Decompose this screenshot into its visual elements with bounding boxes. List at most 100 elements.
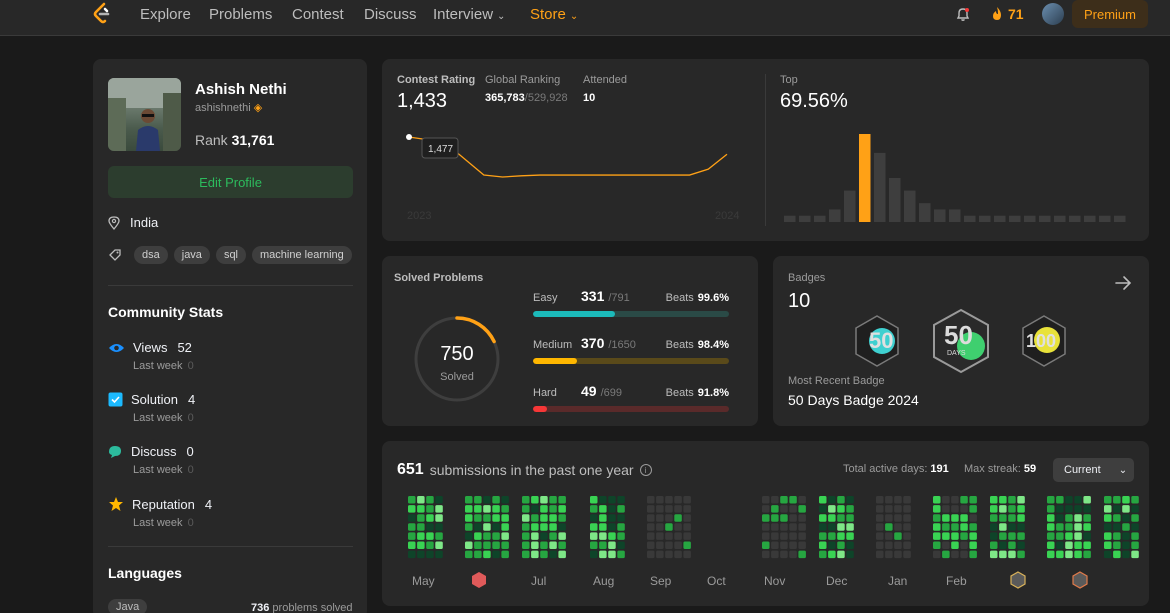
heatmap-cell[interactable]: [1056, 514, 1064, 522]
heatmap-cell[interactable]: [501, 523, 509, 531]
heatmap-cell[interactable]: [522, 532, 530, 540]
heatmap-cell[interactable]: [819, 514, 827, 522]
heatmap-cell[interactable]: [1104, 523, 1112, 531]
heatmap-cell[interactable]: [933, 541, 941, 550]
heatmap-cell[interactable]: [590, 496, 598, 504]
histogram-bar[interactable]: [1024, 215, 1036, 222]
histogram-bar[interactable]: [784, 215, 796, 222]
heatmap-cell[interactable]: [969, 523, 977, 531]
heatmap-cell[interactable]: [683, 541, 691, 550]
heatmap-cell[interactable]: [590, 541, 598, 550]
heatmap-cell[interactable]: [549, 496, 557, 504]
heatmap-cell[interactable]: [876, 541, 884, 550]
heatmap-cell[interactable]: [522, 523, 530, 531]
heatmap-cell[interactable]: [1017, 532, 1025, 540]
heatmap-cell[interactable]: [1056, 505, 1064, 513]
heatmap-cell[interactable]: [798, 541, 806, 550]
heatmap-cell[interactable]: [969, 496, 977, 504]
heatmap-cell[interactable]: [426, 541, 434, 550]
histogram-bar[interactable]: [919, 203, 931, 222]
heatmap-cell[interactable]: [608, 532, 616, 540]
heatmap-cell[interactable]: [665, 514, 673, 522]
heatmap-cell[interactable]: [876, 514, 884, 522]
heatmap-cell[interactable]: [789, 523, 797, 531]
heatmap-cell[interactable]: [1017, 523, 1025, 531]
heatmap-cell[interactable]: [798, 496, 806, 504]
heatmap-cell[interactable]: [465, 496, 473, 504]
heatmap-cell[interactable]: [942, 523, 950, 531]
heatmap-cell[interactable]: [837, 496, 845, 504]
heatmap-cell[interactable]: [483, 541, 491, 550]
histogram-bar[interactable]: [1009, 215, 1021, 222]
heatmap-cell[interactable]: [1104, 532, 1112, 540]
histogram-bar[interactable]: [979, 215, 991, 222]
heatmap-cell[interactable]: [999, 550, 1007, 559]
heatmap-cell[interactable]: [531, 550, 539, 559]
heatmap-cell[interactable]: [960, 505, 968, 513]
heatmap-cell[interactable]: [674, 541, 682, 550]
heatmap-cell[interactable]: [894, 505, 902, 513]
heatmap-cell[interactable]: [1074, 541, 1082, 550]
heatmap-cell[interactable]: [1047, 523, 1055, 531]
heatmap-cell[interactable]: [599, 505, 607, 513]
heatmap-cell[interactable]: [1008, 550, 1016, 559]
heatmap-cell[interactable]: [990, 505, 998, 513]
heatmap-cell[interactable]: [846, 523, 854, 531]
heatmap-cell[interactable]: [819, 532, 827, 540]
heatmap-cell[interactable]: [558, 541, 566, 550]
heatmap-cell[interactable]: [1131, 532, 1139, 540]
heatmap-cell[interactable]: [683, 550, 691, 559]
rating-point[interactable]: [406, 134, 412, 140]
heatmap-cell[interactable]: [837, 550, 845, 559]
heatmap-cell[interactable]: [465, 532, 473, 540]
heatmap-cell[interactable]: [483, 532, 491, 540]
nav-contest[interactable]: Contest: [292, 6, 344, 23]
heatmap-cell[interactable]: [903, 514, 911, 522]
heatmap-cell[interactable]: [474, 550, 482, 559]
histogram-bar[interactable]: [829, 209, 841, 222]
heatmap-cell[interactable]: [1122, 505, 1130, 513]
heatmap-cell[interactable]: [1083, 532, 1091, 540]
heatmap-cell[interactable]: [969, 541, 977, 550]
heatmap-cell[interactable]: [1122, 523, 1130, 531]
heatmap-cell[interactable]: [617, 523, 625, 531]
heatmap-cell[interactable]: [1113, 514, 1121, 522]
heatmap-cell[interactable]: [549, 532, 557, 540]
heatmap-cell[interactable]: [674, 523, 682, 531]
rating-line-chart[interactable]: 1,477 2023 2024: [397, 129, 742, 224]
badge-marker-icon[interactable]: [1071, 571, 1089, 589]
heatmap-cell[interactable]: [828, 523, 836, 531]
histogram-bar[interactable]: [874, 152, 886, 222]
heatmap-cell[interactable]: [1065, 514, 1073, 522]
heatmap-cell[interactable]: [819, 496, 827, 504]
heatmap-cell[interactable]: [417, 532, 425, 540]
heatmap-cell[interactable]: [531, 505, 539, 513]
heatmap-cell[interactable]: [1047, 505, 1055, 513]
heatmap-cell[interactable]: [894, 550, 902, 559]
heatmap-cell[interactable]: [819, 523, 827, 531]
heatmap-cell[interactable]: [465, 550, 473, 559]
heatmap-cell[interactable]: [771, 532, 779, 540]
heatmap-cell[interactable]: [426, 505, 434, 513]
heatmap-cell[interactable]: [990, 523, 998, 531]
heatmap-cell[interactable]: [951, 541, 959, 550]
heatmap-cell[interactable]: [1074, 496, 1082, 504]
heatmap-cell[interactable]: [599, 532, 607, 540]
heatmap-cell[interactable]: [789, 514, 797, 522]
heatmap-cell[interactable]: [426, 496, 434, 504]
streak-counter[interactable]: 71: [990, 6, 1024, 22]
heatmap-cell[interactable]: [933, 532, 941, 540]
heatmap-cell[interactable]: [999, 496, 1007, 504]
heatmap-cell[interactable]: [540, 541, 548, 550]
heatmap-cell[interactable]: [1131, 523, 1139, 531]
heatmap-cell[interactable]: [771, 550, 779, 559]
heatmap-cell[interactable]: [951, 523, 959, 531]
heatmap-cell[interactable]: [1017, 541, 1025, 550]
50-days-badge-icon[interactable]: 50: [852, 314, 902, 368]
heatmap-cell[interactable]: [828, 532, 836, 540]
heatmap-cell[interactable]: [933, 514, 941, 522]
heatmap-cell[interactable]: [492, 523, 500, 531]
heatmap-cell[interactable]: [1113, 541, 1121, 550]
heatmap-cell[interactable]: [837, 505, 845, 513]
heatmap-cell[interactable]: [1131, 514, 1139, 522]
